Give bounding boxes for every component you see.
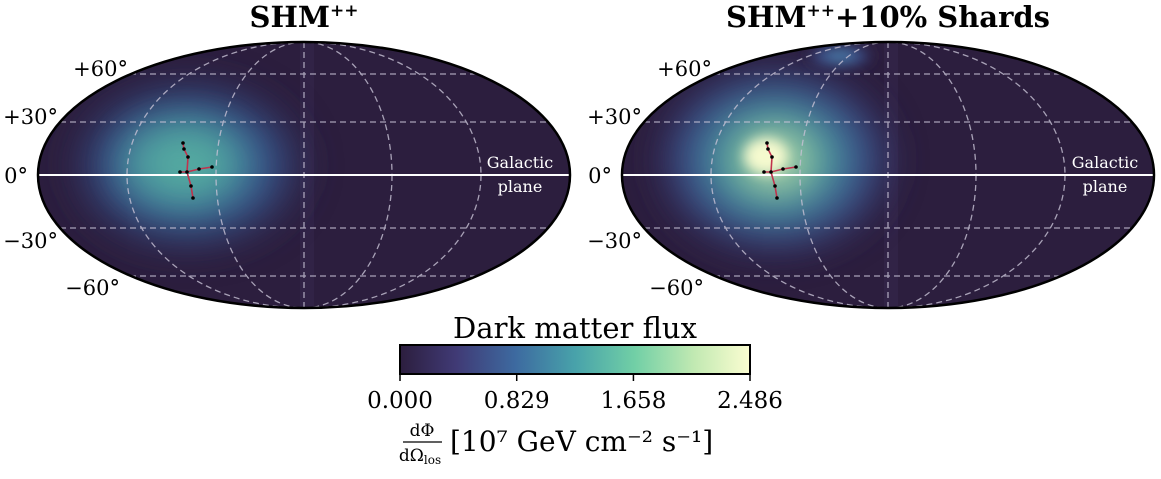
right-skymap: Galactic plane: [622, 42, 1154, 308]
left-lat-label-p30: +30°: [3, 105, 58, 129]
colorbar: Dark matter flux 0.000 0.829 1.658 2.486 dΦ…: [367, 311, 783, 467]
colorbar-tick-label: 0.829: [484, 388, 550, 414]
left-lat-label-p60: +60°: [73, 57, 128, 81]
colorbar-unit-label: dΦ dΩlos [10⁷ GeV cm⁻² s⁻¹]: [399, 421, 713, 467]
right-lat-label-0: 0°: [588, 164, 612, 188]
colorbar-tick-label: 1.658: [600, 388, 666, 414]
left-galactic-label-2: plane: [498, 177, 543, 196]
right-galactic-label-2: plane: [1083, 177, 1128, 196]
right-lat-label-m30: −30°: [587, 229, 642, 253]
right-lat-label-p60: +60°: [657, 57, 712, 81]
left-lat-label-m60: −60°: [65, 276, 120, 300]
colorbar-tick-label: 0.000: [367, 388, 433, 414]
left-lat-label-0: 0°: [4, 164, 28, 188]
left-stream-marker: [178, 141, 214, 200]
colorbar-title: Dark matter flux: [453, 311, 697, 345]
right-lat-label-p30: +30°: [587, 105, 642, 129]
right-stream-marker: [762, 141, 798, 200]
colorbar-ticks: 0.000 0.829 1.658 2.486: [367, 374, 783, 414]
left-lat-label-m30: −30°: [3, 229, 58, 253]
left-panel: SHM++: [3, 0, 572, 310]
unit-text: [10⁷ GeV cm⁻² s⁻¹]: [450, 425, 713, 458]
right-title: SHM+++10% Shards: [726, 0, 1050, 34]
left-map-border: [36, 40, 572, 310]
right-panel: SHM+++10% Shards: [587, 0, 1156, 310]
colorbar-tick-label: 2.486: [717, 388, 783, 414]
right-lat-label-m60: −60°: [649, 276, 704, 300]
colorbar-gradient: [399, 344, 751, 375]
unit-denominator: dΩlos: [399, 446, 441, 467]
left-skymap: Galactic plane: [38, 42, 570, 308]
left-galactic-label-1: Galactic: [487, 153, 553, 172]
unit-numerator: dΦ: [410, 421, 435, 441]
right-map-border: [620, 40, 1156, 310]
right-galactic-label-1: Galactic: [1072, 153, 1138, 172]
left-title: SHM++: [250, 0, 359, 34]
